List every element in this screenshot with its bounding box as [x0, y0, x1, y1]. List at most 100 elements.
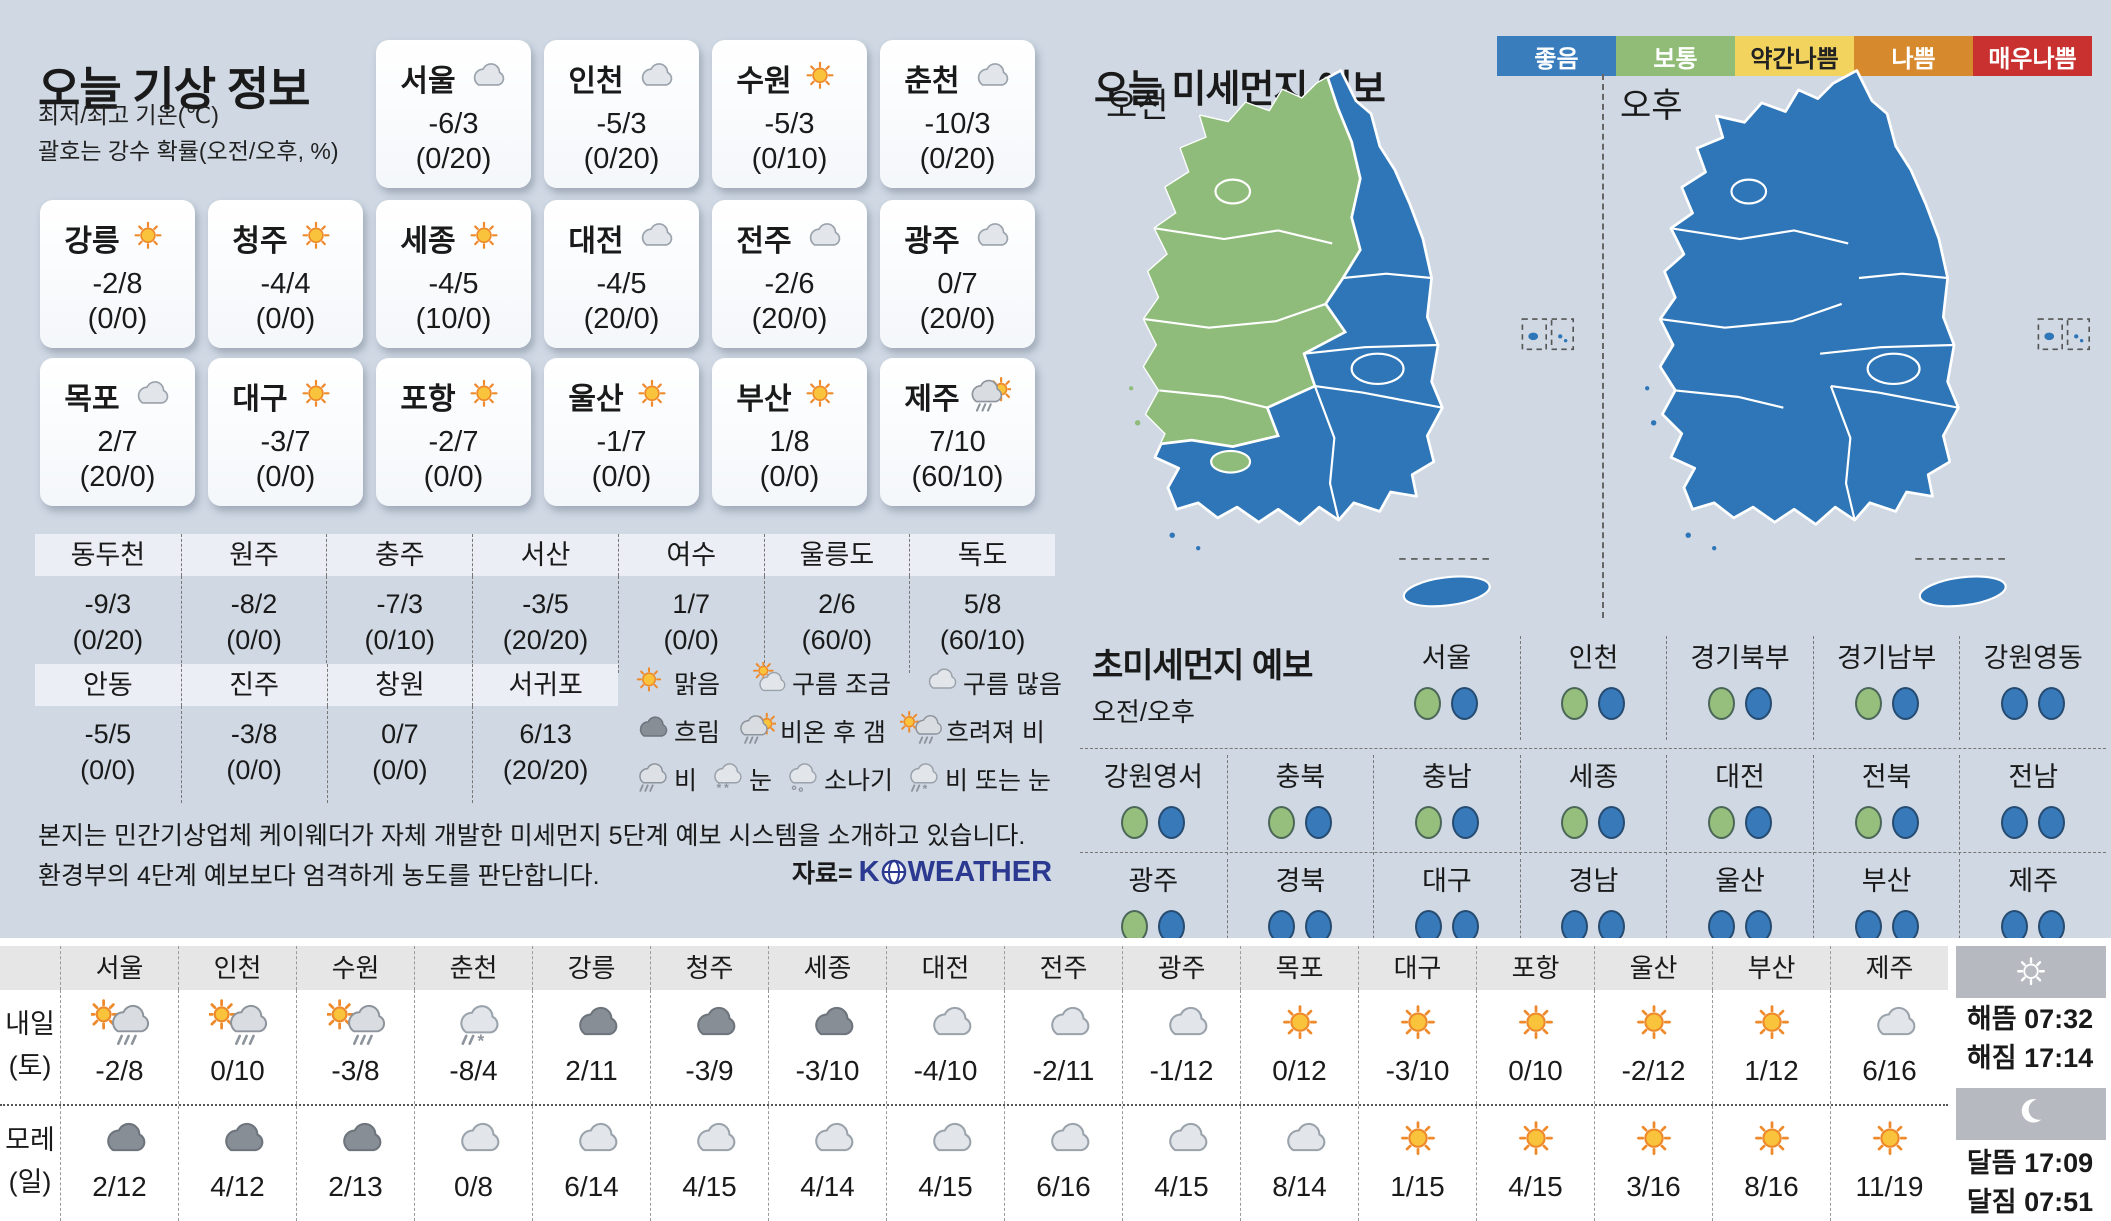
dust-am-pm-pair — [1960, 687, 2106, 720]
cloud-icon — [1271, 1114, 1329, 1169]
card-top: 춘천 — [880, 56, 1035, 100]
dust-am-dot — [1708, 806, 1736, 839]
card-temp: -4/5 — [428, 268, 479, 300]
header-city: 포항 — [1476, 946, 1594, 990]
mini-city-rain: (60/10) — [939, 625, 1026, 656]
dust-map-morning — [1098, 64, 1588, 626]
dust-am-pm-pair — [1814, 687, 1960, 720]
dust-region-name: 충북 — [1275, 762, 1326, 792]
dust-pm-dot — [1598, 910, 1626, 943]
header-city: 대전 — [886, 946, 1004, 990]
dust-am-dot — [2001, 687, 2029, 720]
dust-region-name: 인천 — [1568, 643, 1619, 673]
dust-region-name: 대전 — [1715, 762, 1765, 792]
card-top: 서울 — [376, 56, 531, 100]
legend-item: 비온 후 갬 — [734, 710, 886, 751]
city-weather-card: 춘천 -10/3 (0/20) — [880, 40, 1035, 188]
dust-pm-dot — [2038, 687, 2066, 720]
sun-icon — [1743, 1114, 1801, 1169]
mini-city-temp: -5/5 — [84, 719, 132, 749]
mini-city-temp: -8/2 — [230, 589, 278, 619]
card-temp: -5/3 — [764, 108, 815, 140]
card-top: 광주 — [880, 216, 1035, 260]
city-weather-card: 목포 2/7 (20/0) — [40, 358, 195, 506]
card-city-name: 제주 — [904, 383, 960, 416]
dust-am-pm-pair — [1960, 910, 2106, 943]
forecast-temp: 2/13 — [328, 1171, 383, 1202]
dust-am-pm-pair — [1374, 910, 1520, 943]
legend-item: 구름 많음 — [917, 662, 1062, 703]
footer-line-2: 환경부의 4단계 예보보다 엄격하게 농도를 판단합니다. — [38, 862, 600, 890]
dust-am-dot — [1414, 910, 1442, 943]
sun-icon — [629, 374, 675, 419]
forecast-temp: -2/8 — [95, 1055, 144, 1086]
cloud-dark-icon — [327, 1114, 385, 1169]
sun-icon — [1625, 998, 1683, 1053]
card-rain-prob: (0/0) — [255, 461, 316, 493]
card-city-name: 포항 — [400, 383, 456, 416]
header-city: 수원 — [296, 946, 414, 990]
header-city: 목포 — [1240, 946, 1358, 990]
forecast-row-day-after: 모레 (일) 2/12 4/12 2/13 0/8 6/14 4/15 4/14 4/15 6/16… — [0, 1106, 1948, 1221]
mini-city-values: 0/7 (0/0) — [326, 706, 473, 803]
sun-icon — [797, 56, 843, 101]
kweather-k: K — [858, 855, 880, 888]
mini-city-rain: (0/0) — [663, 625, 719, 656]
dust-region-cell: 대구 — [1373, 859, 1520, 959]
card-rain-prob: (20/0) — [751, 303, 828, 335]
forecast-cell: -3/10 — [1358, 990, 1476, 1104]
card-top: 인천 — [544, 56, 699, 100]
forecast-temp: 0/10 — [1508, 1055, 1563, 1086]
scale-3: 약간나쁨 — [1735, 36, 1854, 76]
legend-item: * * 눈 — [703, 758, 772, 799]
mini-city-values: -7/3 (0/10) — [326, 576, 472, 673]
cloud-icon — [1153, 1114, 1211, 1169]
sun-icon — [797, 374, 843, 419]
mini-city-temp: 0/7 — [381, 719, 419, 749]
dust-am-dot — [1854, 806, 1882, 839]
kweather-logo: K WEATHER — [859, 856, 1052, 889]
cloud-icon — [917, 662, 959, 703]
card-city-name: 부산 — [736, 383, 792, 416]
forecast-cell: 2/11 — [532, 990, 650, 1104]
forecast-cell: 4/15 — [650, 1106, 768, 1221]
legend-row: 비 * * 눈 소나기 * 비 또는 눈 — [628, 758, 1066, 799]
sun-icon — [1507, 998, 1565, 1053]
dust-am-pm-pair — [1960, 806, 2106, 839]
card-rain-prob: (0/0) — [87, 303, 148, 335]
moon-icon-box — [1956, 1088, 2106, 1140]
dust-region-name: 울산 — [1715, 866, 1765, 896]
dust-region-cell: 경기북부 — [1666, 636, 1813, 740]
legend-row: 흐림 비온 후 갬 흐려져 비 — [628, 710, 1066, 751]
dust-region-name: 광주 — [1128, 866, 1179, 896]
dust-region-cell: 충북 — [1226, 755, 1374, 855]
dust-region-name: 경기남부 — [1836, 643, 1937, 673]
forecast-cell: 0/8 — [414, 1106, 532, 1221]
mini-city-rain: (60/0) — [801, 625, 873, 656]
source-label: 자료= — [792, 860, 853, 888]
sun-icon — [461, 216, 507, 261]
forecast-cell: -3/9 — [650, 990, 768, 1104]
forecast-temp: 1/12 — [1744, 1055, 1799, 1086]
ultrafine-dust-title: 초미세먼지 예보 — [1092, 647, 1313, 685]
forecast-cell: 2/13 — [296, 1106, 414, 1221]
dust-am-pm-pair — [1667, 910, 1813, 943]
header-city: 광주 — [1122, 946, 1240, 990]
forecast-cell: 6/16 — [1004, 1106, 1122, 1221]
mini-city-rain: (0/0) — [226, 755, 282, 786]
header-city: 세종 — [768, 946, 886, 990]
forecast-cell: -1/12 — [1122, 990, 1240, 1104]
mini-city-rain: (20/20) — [502, 625, 589, 656]
card-city-name: 전주 — [736, 225, 792, 258]
sun-rain-icon — [323, 998, 385, 1053]
card-top: 수원 — [712, 56, 867, 100]
mini-table-header: 동두천 원주 충주 서산 여수 울릉도 독도 — [35, 534, 1055, 576]
mini-city-values: 2/6 (60/0) — [763, 576, 910, 673]
dust-am-dot — [1268, 806, 1296, 839]
forecast-temp: 4/12 — [210, 1171, 265, 1202]
dust-region-cell: 제주 — [1959, 859, 2106, 959]
card-temp: -2/7 — [428, 426, 479, 458]
forecast-cell: 0/12 — [1240, 990, 1358, 1104]
card-temp: -4/4 — [260, 268, 311, 300]
mini-city-name: 진주 — [180, 664, 327, 706]
